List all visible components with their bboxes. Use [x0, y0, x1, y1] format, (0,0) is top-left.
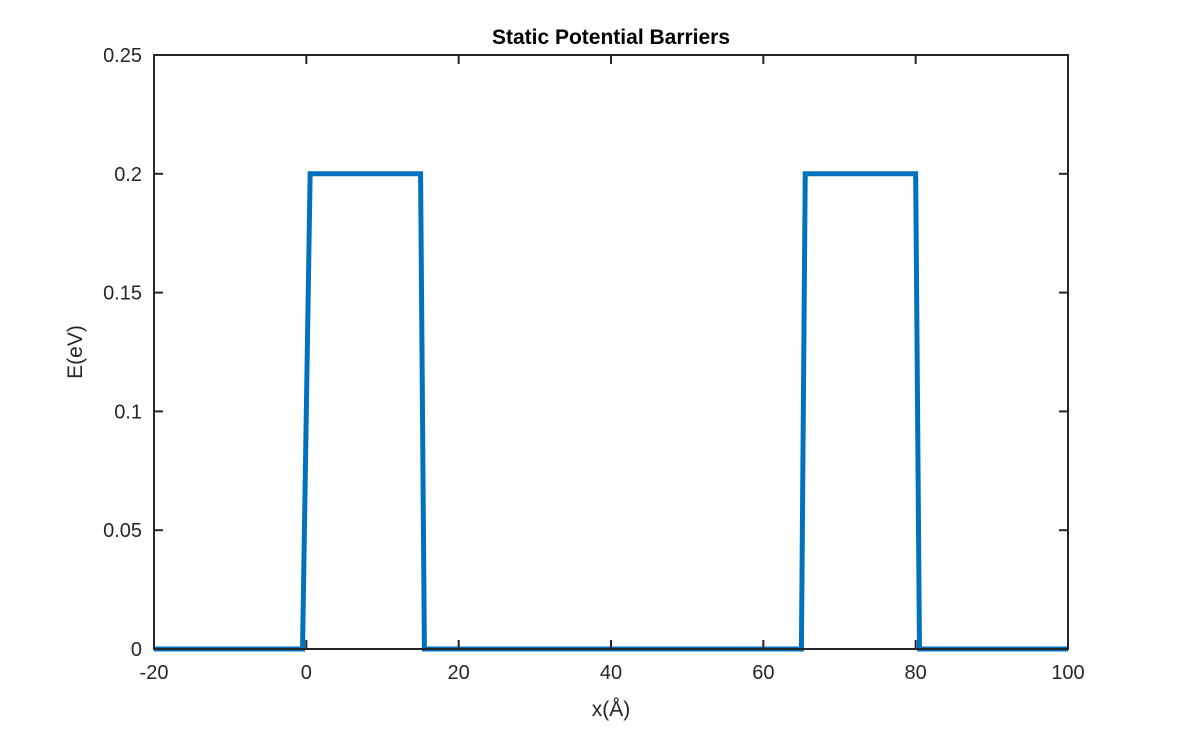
x-tick-label: 40 — [600, 662, 622, 684]
y-tick-label: 0.05 — [103, 520, 142, 542]
y-tick-label: 0.25 — [103, 45, 142, 67]
y-tick-label: 0.15 — [103, 283, 142, 305]
y-tick-label: 0.2 — [114, 164, 142, 186]
x-tick-label: 60 — [752, 662, 774, 684]
x-tick-label: 100 — [1051, 662, 1084, 684]
plot-background — [154, 55, 1068, 649]
y-tick-label: 0.1 — [114, 401, 142, 423]
y-tick-label: 0 — [131, 639, 142, 661]
y-axis-label: E(eV) — [64, 325, 87, 379]
x-tick-label: 20 — [448, 662, 470, 684]
x-tick-label: 80 — [905, 662, 927, 684]
plot-area — [154, 55, 1068, 649]
x-tick-label: 0 — [301, 662, 312, 684]
chart-title: Static Potential Barriers — [492, 26, 730, 49]
x-tick-label: -20 — [140, 662, 169, 684]
x-axis-label: x(Å) — [592, 698, 631, 721]
